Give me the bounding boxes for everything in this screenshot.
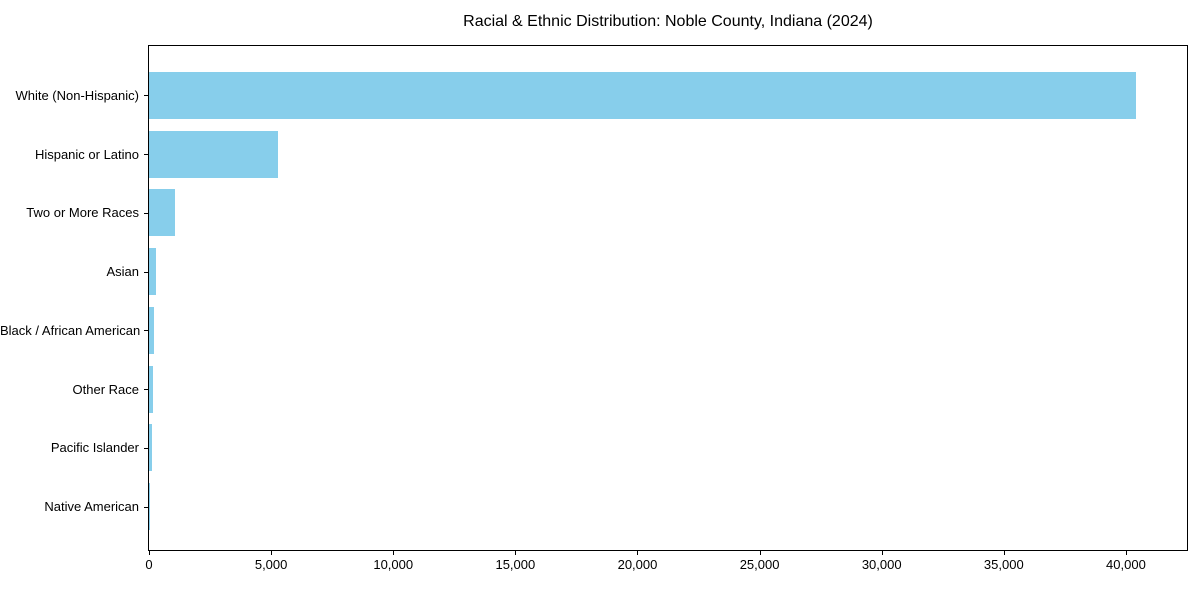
bar-hispanic-or-latino — [149, 130, 279, 178]
y-tick-mark — [144, 271, 148, 273]
y-tick-mark — [144, 506, 148, 508]
y-axis-label: Other Race — [72, 381, 139, 397]
bar-two-or-more-races — [149, 189, 175, 237]
x-tick-label: 25,000 — [739, 557, 780, 572]
x-tick-mark — [271, 551, 273, 555]
x-tick-label: 30,000 — [861, 557, 902, 572]
bar-native-american — [149, 483, 150, 531]
y-axis-label: White (Non-Hispanic) — [15, 87, 139, 103]
x-tick-label: 10,000 — [373, 557, 414, 572]
y-tick-mark — [144, 95, 148, 97]
bar-asian — [149, 248, 157, 296]
bar-white-non-hispanic — [149, 71, 1136, 119]
chart-title: Racial & Ethnic Distribution: Noble Coun… — [463, 13, 873, 30]
y-tick-mark — [144, 447, 148, 449]
bar-other-race — [149, 365, 153, 413]
y-axis-label: Black / African American — [0, 322, 141, 338]
y-axis-label: Hispanic or Latino — [34, 146, 139, 162]
x-tick-mark — [515, 551, 517, 555]
x-tick-mark — [637, 551, 639, 555]
x-tick-label: 5,000 — [254, 557, 288, 572]
y-axis-label: Native American — [44, 499, 139, 515]
y-axis-label: Two or More Races — [26, 205, 139, 221]
x-tick-mark — [393, 551, 395, 555]
y-tick-mark — [144, 212, 148, 214]
x-tick-label: 35,000 — [983, 557, 1024, 572]
x-tick-label: 15,000 — [495, 557, 536, 572]
bar-black-african-american — [149, 306, 154, 354]
x-tick-mark — [759, 551, 761, 555]
y-tick-mark — [144, 389, 148, 391]
bar-pacific-islander — [149, 424, 153, 472]
y-tick-mark — [144, 154, 148, 156]
plot-area — [148, 45, 1188, 551]
x-tick-mark — [1003, 551, 1005, 555]
x-tick-label: 20,000 — [617, 557, 658, 572]
x-tick-mark — [149, 551, 150, 555]
y-tick-mark — [144, 330, 148, 332]
x-tick-label: 0 — [145, 557, 153, 572]
x-tick-mark — [1125, 551, 1127, 555]
y-axis-label: Asian — [106, 264, 139, 280]
x-tick-label: 40,000 — [1106, 557, 1146, 572]
y-axis-label: Pacific Islander — [50, 440, 139, 456]
x-tick-mark — [881, 551, 883, 555]
